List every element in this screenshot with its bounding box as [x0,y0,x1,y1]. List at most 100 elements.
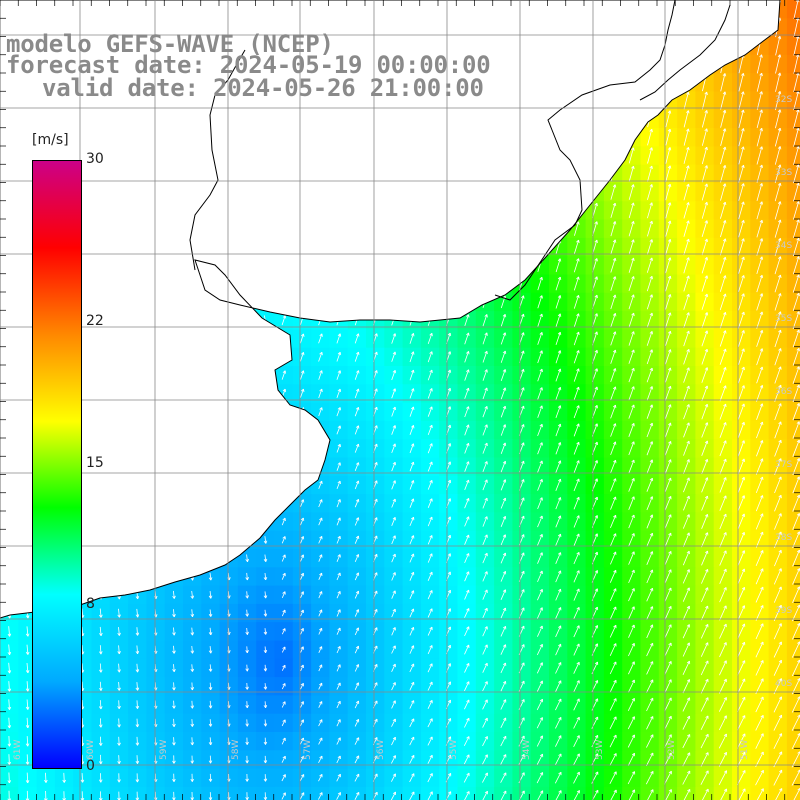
wind-cell [384,732,404,751]
wind-cell [786,640,800,660]
wind-cell [549,786,568,800]
lon-label-56W: 56W [376,740,386,760]
wind-cell [658,786,678,800]
wind-cell [768,732,788,751]
wind-cell [475,786,495,800]
wind-cell [567,750,587,770]
wind-cell [750,732,770,751]
wind-cell [786,420,800,440]
wind-cell [677,695,696,715]
wind-cell [420,713,440,733]
wind-cell [732,713,751,733]
wind-cell [585,713,605,733]
wind-cell [274,695,294,715]
wind-cell [274,658,294,678]
wind-cell [457,732,477,751]
wind-cell [768,713,788,733]
lat-label-40S: 40S [775,679,792,689]
wind-cell [768,695,788,715]
wind-cell [658,732,678,751]
wind-cell [366,640,385,660]
wind-cell [475,677,495,696]
wind-cell [750,768,770,788]
wind-cell [786,658,800,678]
wind-cell [366,695,385,715]
wind-cell [311,677,330,696]
lon-label-57W: 57W [303,740,313,760]
wind-cell [622,677,642,696]
lon-label-55W: 55W [449,740,459,760]
wind-cell [786,677,800,696]
wind-cell [786,512,800,532]
wind-cell [750,695,770,715]
wind-cell [402,750,422,770]
wind-cell [786,567,800,587]
colorbar-tick-0: 0 [86,758,95,774]
wind-cell [347,750,367,770]
wind-cell [329,732,349,751]
wind-cell [567,786,587,800]
wind-cell [585,732,605,751]
wind-cell [585,695,605,715]
wind-cell [567,732,587,751]
wind-cell [786,530,800,550]
wind-cell [622,750,642,770]
wind-cell [695,713,715,733]
lon-label-58W: 58W [231,740,241,760]
lon-label-59W: 59W [159,740,169,760]
wind-cell [786,494,800,513]
wind-cell [695,768,715,788]
wind-cell [603,786,623,800]
wind-cell [457,750,477,770]
wind-cell [439,768,459,788]
wind-cell [786,439,800,459]
wind-cell [475,695,495,715]
wind-cell [366,713,385,733]
wind-cell [329,768,349,788]
wind-cell [750,677,770,696]
wind-cell [384,640,404,660]
wind-cell [622,768,642,788]
wind-cell [530,768,550,788]
lat-label-32S: 32S [775,95,792,105]
wind-cell [402,695,422,715]
wind-cell [384,768,404,788]
wind-cell [786,713,800,733]
colorbar [32,160,82,769]
wind-cell [786,549,800,568]
wind-cell [494,695,513,715]
wind-cell [713,732,733,751]
wind-cell [786,695,800,715]
wind-cell [603,695,623,715]
wind-cell [530,786,550,800]
wind-cell [786,274,800,294]
wind-cell [786,128,800,147]
wind-cell [677,713,696,733]
wind-cell [750,713,770,733]
wind-cell [329,750,349,770]
wind-cell [475,713,495,733]
wind-cell [512,732,532,751]
wind-cell [347,713,367,733]
wind-cell [347,768,367,788]
wind-cell [603,750,623,770]
wind-cell [402,658,422,678]
wind-cell [603,768,623,788]
wind-cell [658,713,678,733]
wind-cell [567,677,587,696]
wind-cell [677,750,696,770]
wind-cell [402,768,422,788]
wind-cell [420,677,440,696]
wind-cell [786,201,800,221]
wind-cell [549,713,568,733]
wind-cell [311,768,330,788]
wind-cell [329,695,349,715]
lon-label-61W: 61W [13,740,23,760]
wind-cell [786,347,800,367]
wind-cell [658,768,678,788]
wind-cell [292,768,312,788]
wind-cell [366,768,385,788]
wind-cell [549,768,568,788]
wind-cell [677,768,696,788]
